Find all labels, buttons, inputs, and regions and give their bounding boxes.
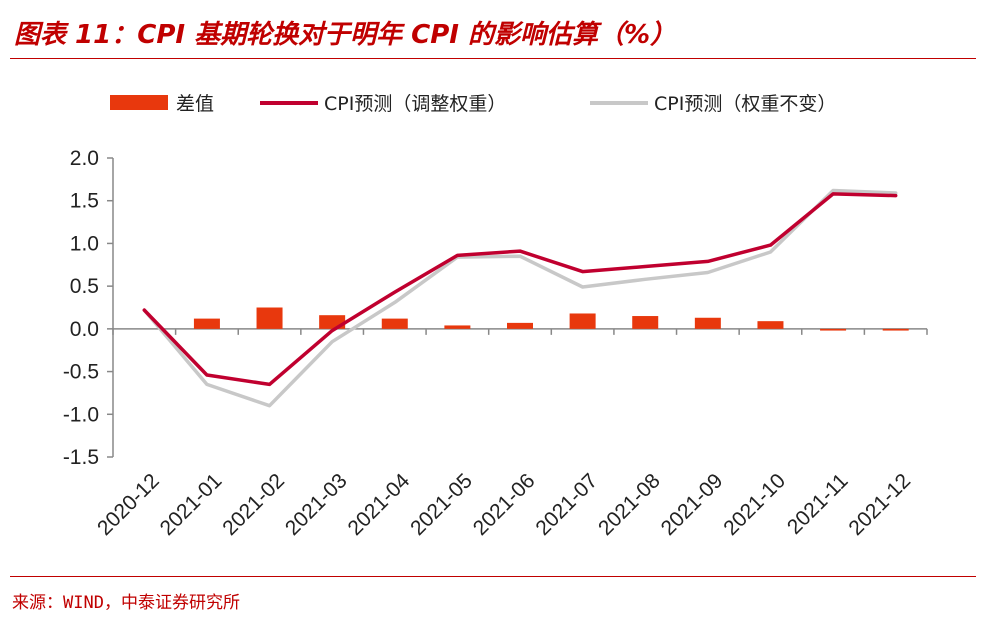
- bar: [694, 317, 721, 329]
- legend-swatch-bar: [110, 95, 168, 110]
- x-tick-label: 2021-01: [156, 469, 227, 540]
- x-tick-label: 2021-10: [719, 469, 790, 540]
- x-tick-label: 2021-03: [281, 469, 352, 540]
- source-divider: [10, 576, 976, 577]
- x-tick-label: 2021-04: [344, 469, 415, 540]
- y-tick-label: -0.5: [63, 361, 99, 384]
- x-tick-label: 2021-05: [406, 469, 477, 540]
- y-tick-label: 2.0: [70, 147, 99, 170]
- x-tick-label: 2020-12: [93, 469, 164, 540]
- bar: [882, 328, 909, 331]
- x-tick-label: 2021-02: [218, 469, 289, 540]
- y-tick-label: 0.0: [70, 318, 99, 341]
- y-tick-label: -1.0: [63, 403, 99, 426]
- bar: [256, 307, 283, 329]
- bar: [507, 322, 533, 329]
- bar: [757, 321, 784, 329]
- bar: [569, 313, 596, 329]
- x-tick-label: 2021-07: [531, 469, 602, 540]
- bar: [444, 325, 471, 329]
- bar-series: [193, 307, 909, 331]
- legend-label: 差值: [176, 93, 214, 115]
- legend-label: CPI预测（调整权重）: [324, 93, 506, 115]
- bar: [193, 318, 220, 329]
- line-cpi-adjusted-weight: [142, 192, 898, 387]
- chart-title: 图表 11：CPI 基期轮换对于明年 CPI 的影响估算（%）: [14, 20, 677, 50]
- title-divider: [10, 58, 976, 59]
- legend: 差值 CPI预测（调整权重） CPI预测（权重不变）: [110, 93, 836, 115]
- x-tick-label: 2021-06: [469, 469, 540, 540]
- x-tick-label: 2021-09: [657, 469, 728, 540]
- y-tick-label: 0.5: [70, 275, 99, 298]
- bar: [381, 318, 408, 329]
- source-note: 来源：WIND，中泰证券研究所: [12, 593, 240, 613]
- x-tick-label: 2021-08: [594, 469, 665, 540]
- y-tick-label: -1.5: [63, 446, 99, 469]
- y-tick-label: 1.0: [70, 232, 99, 255]
- x-tick-label: 2021-11: [783, 469, 853, 539]
- axes: 2.01.51.00.50.0-0.5-1.0-1.52020-122021-0…: [63, 147, 928, 540]
- y-tick-label: 1.5: [70, 190, 99, 213]
- x-tick-label: 2021-12: [844, 469, 915, 540]
- legend-label: CPI预测（权重不变）: [654, 93, 836, 115]
- line-cpi-fixed-weight: [142, 188, 898, 408]
- line-series: [142, 188, 898, 408]
- bar: [820, 328, 847, 331]
- bar: [632, 316, 659, 329]
